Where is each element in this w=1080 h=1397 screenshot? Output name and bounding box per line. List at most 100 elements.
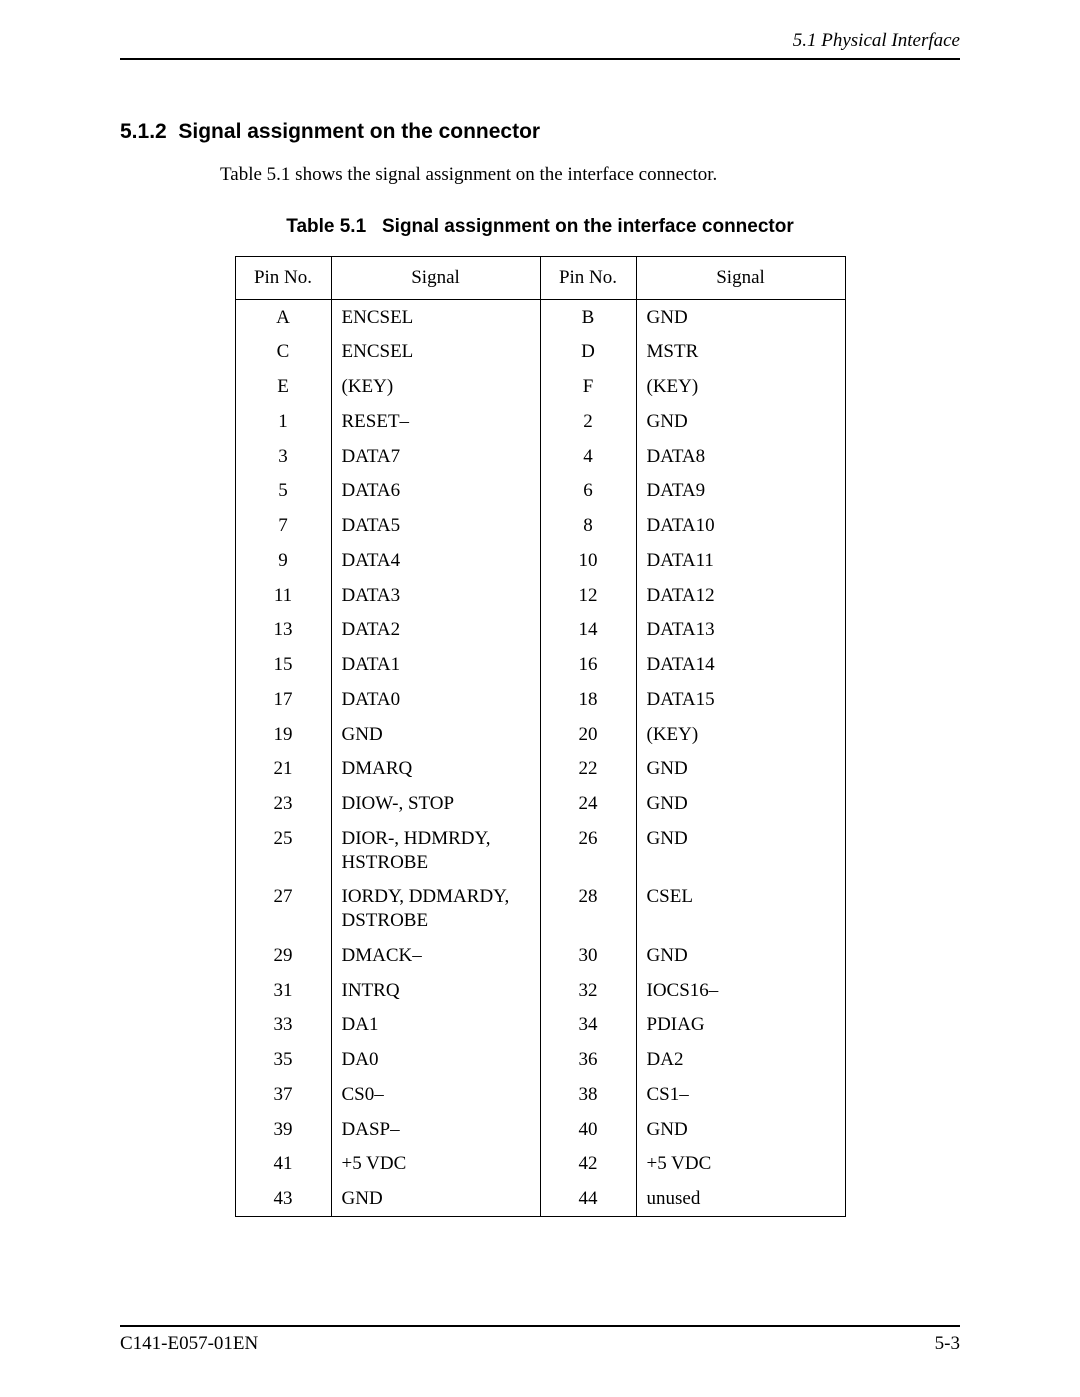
signal-cell: DMARQ [331, 752, 540, 787]
pin-cell: 13 [235, 613, 331, 648]
pin-cell: 15 [235, 648, 331, 683]
signal-cell: DIOR-, HDMRDY, HSTROBE [331, 821, 540, 880]
signal-cell: CS0– [331, 1077, 540, 1112]
signal-cell: GND [331, 1182, 540, 1217]
pin-cell: 26 [540, 821, 636, 880]
table-row: 27IORDY, DDMARDY, DSTROBE28CSEL [235, 880, 845, 939]
table-row: 31INTRQ32IOCS16– [235, 973, 845, 1008]
table-row: AENCSELBGND [235, 300, 845, 335]
pin-cell: 41 [235, 1147, 331, 1182]
table-header: Signal [636, 257, 845, 300]
pin-cell: B [540, 300, 636, 335]
pin-cell: 30 [540, 938, 636, 973]
signal-cell: GND [636, 752, 845, 787]
pin-cell: 42 [540, 1147, 636, 1182]
intro-paragraph: Table 5.1 shows the signal assignment on… [120, 164, 960, 186]
signal-cell: DATA11 [636, 543, 845, 578]
table-caption-text: Signal assignment on the interface conne… [382, 216, 794, 237]
pin-cell: 7 [235, 509, 331, 544]
pin-cell: 3 [235, 439, 331, 474]
signal-cell: (KEY) [636, 370, 845, 405]
signal-cell: DATA6 [331, 474, 540, 509]
signal-cell: +5 VDC [636, 1147, 845, 1182]
pin-cell: F [540, 370, 636, 405]
table-row: 41+5 VDC42+5 VDC [235, 1147, 845, 1182]
table-row: 3DATA74DATA8 [235, 439, 845, 474]
pin-cell: 44 [540, 1182, 636, 1217]
table-row: 23DIOW-, STOP24GND [235, 787, 845, 822]
signal-cell: DMACK– [331, 938, 540, 973]
footer-doc-id: C141-E057-01EN [120, 1333, 258, 1355]
table-header-row: Pin No. Signal Pin No. Signal [235, 257, 845, 300]
pin-cell: 37 [235, 1077, 331, 1112]
pin-cell: 32 [540, 973, 636, 1008]
pin-cell: 23 [235, 787, 331, 822]
pin-cell: 8 [540, 509, 636, 544]
signal-cell: IOCS16– [636, 973, 845, 1008]
pin-cell: 22 [540, 752, 636, 787]
table-row: 11DATA312DATA12 [235, 578, 845, 613]
signal-cell: GND [636, 404, 845, 439]
pin-cell: 21 [235, 752, 331, 787]
signal-cell: DASP– [331, 1112, 540, 1147]
pin-cell: 16 [540, 648, 636, 683]
table-row: 9DATA410DATA11 [235, 543, 845, 578]
signal-cell: DATA8 [636, 439, 845, 474]
section-number: 5.1.2 [120, 120, 167, 143]
pin-cell: 9 [235, 543, 331, 578]
table-row: 43GND44unused [235, 1182, 845, 1217]
signal-cell: INTRQ [331, 973, 540, 1008]
signal-cell: DATA15 [636, 682, 845, 717]
signal-cell: DATA5 [331, 509, 540, 544]
pin-cell: 28 [540, 880, 636, 939]
signal-cell: DATA12 [636, 578, 845, 613]
table-caption-label: Table 5.1 [286, 216, 366, 237]
signal-cell: GND [636, 821, 845, 880]
pin-cell: 14 [540, 613, 636, 648]
pin-cell: 27 [235, 880, 331, 939]
table-row: E(KEY)F(KEY) [235, 370, 845, 405]
pin-cell: 43 [235, 1182, 331, 1217]
signal-cell: ENCSEL [331, 335, 540, 370]
signal-cell: DA1 [331, 1008, 540, 1043]
signal-cell: DATA9 [636, 474, 845, 509]
signal-cell: DATA10 [636, 509, 845, 544]
table-row: 37CS0–38CS1– [235, 1077, 845, 1112]
signal-cell: DATA4 [331, 543, 540, 578]
table-body: AENCSELBGNDCENCSELDMSTRE(KEY)F(KEY)1RESE… [235, 300, 845, 1217]
signal-cell: DATA2 [331, 613, 540, 648]
pin-cell: 24 [540, 787, 636, 822]
table-row: 5DATA66DATA9 [235, 474, 845, 509]
signal-cell: DIOW-, STOP [331, 787, 540, 822]
table-row: 19GND20(KEY) [235, 717, 845, 752]
signal-cell: unused [636, 1182, 845, 1217]
table-header: Pin No. [540, 257, 636, 300]
table-row: 33DA134PDIAG [235, 1008, 845, 1043]
section-title: Signal assignment on the connector [178, 120, 540, 143]
pin-cell: E [235, 370, 331, 405]
table-row: 35DA036DA2 [235, 1043, 845, 1078]
pin-cell: C [235, 335, 331, 370]
table-caption: Table 5.1 Signal assignment on the inter… [120, 216, 960, 238]
signal-cell: GND [636, 1112, 845, 1147]
pin-cell: D [540, 335, 636, 370]
pin-cell: 5 [235, 474, 331, 509]
signal-cell: DATA13 [636, 613, 845, 648]
table-row: CENCSELDMSTR [235, 335, 845, 370]
page: 5.1 Physical Interface 5.1.2 Signal assi… [0, 0, 1080, 1397]
table-row: 7DATA58DATA10 [235, 509, 845, 544]
pin-cell: 11 [235, 578, 331, 613]
signal-cell: DATA1 [331, 648, 540, 683]
section-heading: 5.1.2 Signal assignment on the connector [120, 120, 960, 144]
pin-cell: 4 [540, 439, 636, 474]
pin-cell: 2 [540, 404, 636, 439]
signal-cell: DATA7 [331, 439, 540, 474]
signal-cell: IORDY, DDMARDY, DSTROBE [331, 880, 540, 939]
pin-cell: 34 [540, 1008, 636, 1043]
pin-cell: 6 [540, 474, 636, 509]
signal-assignment-table: Pin No. Signal Pin No. Signal AENCSELBGN… [235, 256, 846, 1217]
page-footer: C141-E057-01EN 5-3 [120, 1325, 960, 1355]
pin-cell: 35 [235, 1043, 331, 1078]
pin-cell: 17 [235, 682, 331, 717]
table-row: 15DATA116DATA14 [235, 648, 845, 683]
